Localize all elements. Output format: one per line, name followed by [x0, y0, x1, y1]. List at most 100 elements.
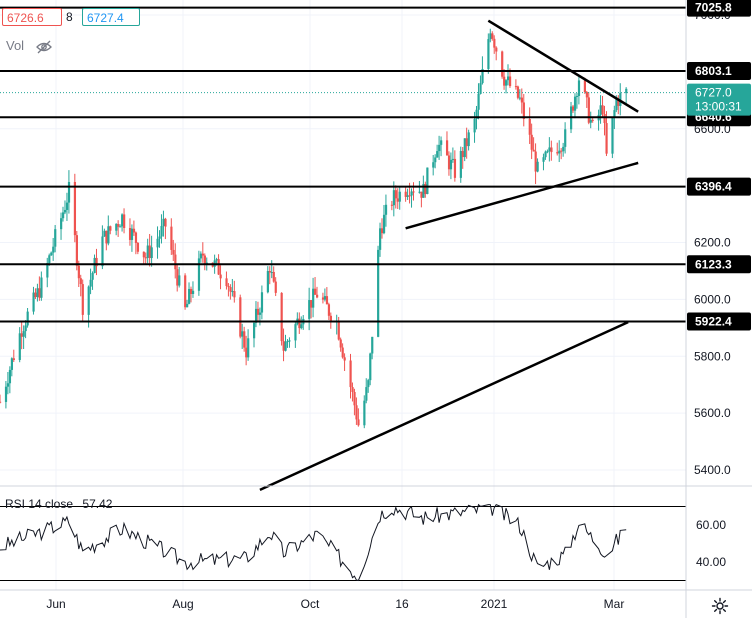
- candle-body: [253, 322, 256, 339]
- candle-body: [10, 358, 14, 370]
- eye-crossed-icon[interactable]: [35, 40, 52, 54]
- candle-body: [406, 195, 409, 197]
- candle: [308, 287, 311, 331]
- candle: [611, 117, 614, 159]
- candle: [150, 235, 153, 267]
- candle-body: [585, 92, 588, 98]
- bid-price-tag[interactable]: 6726.6: [2, 8, 62, 26]
- candle-body: [465, 138, 468, 147]
- candle-body: [481, 68, 484, 84]
- candle: [146, 238, 149, 264]
- candle-body: [343, 357, 346, 361]
- candle-body: [440, 140, 443, 145]
- candle-body: [6, 383, 10, 387]
- trendline[interactable]: [405, 161, 639, 230]
- candle: [46, 257, 49, 288]
- candle: [625, 87, 628, 105]
- level-price-tag[interactable]: [687, 312, 751, 331]
- candle-body: [508, 76, 512, 87]
- candle: [22, 325, 25, 349]
- candle-body: [542, 157, 545, 162]
- candle-body: [550, 147, 553, 153]
- candle: [382, 205, 386, 235]
- candle: [128, 218, 132, 246]
- candle: [534, 143, 537, 185]
- price-tick-label: 5400.0: [694, 463, 731, 477]
- candle-body: [266, 271, 269, 293]
- candle-body: [491, 33, 494, 39]
- candle-body: [564, 129, 567, 147]
- trendlines-layer[interactable]: [259, 19, 639, 492]
- candle-body: [449, 159, 453, 170]
- level-price-tag[interactable]: [687, 61, 751, 80]
- spread-value: 8: [66, 10, 73, 24]
- candle-body: [382, 214, 386, 234]
- candle: [564, 122, 567, 154]
- candle-body: [38, 288, 41, 298]
- candle: [587, 92, 590, 125]
- candle: [461, 147, 464, 169]
- candle-body: [536, 161, 539, 172]
- candle-body: [337, 321, 340, 340]
- candle-body: [394, 190, 397, 199]
- candle: [156, 226, 159, 259]
- candle: [219, 265, 222, 290]
- candle-body: [390, 204, 394, 206]
- candle-body: [520, 97, 523, 103]
- candle: [63, 200, 67, 215]
- candle-body: [329, 315, 332, 323]
- candle-body: [380, 228, 384, 234]
- volume-legend[interactable]: Vol: [6, 38, 52, 54]
- candle: [351, 382, 354, 402]
- candle-body: [280, 292, 283, 342]
- candle-body: [121, 214, 124, 227]
- candle: [426, 167, 429, 195]
- gear-icon[interactable]: [711, 597, 729, 615]
- level-price-label: 7025.8: [695, 1, 732, 15]
- candle: [79, 274, 82, 297]
- candle-body: [501, 51, 504, 77]
- candle: [495, 46, 498, 61]
- candle-body: [575, 95, 579, 97]
- candle: [225, 271, 228, 290]
- candle: [390, 200, 394, 211]
- price-tick-label: 6200.0: [694, 236, 731, 250]
- candle-body: [398, 191, 401, 202]
- candle-body: [556, 152, 559, 154]
- candle: [394, 185, 397, 209]
- candle-body: [268, 271, 271, 273]
- candle-body: [270, 271, 273, 273]
- candle-body: [144, 257, 147, 259]
- candle: [501, 50, 504, 79]
- current-price-tag[interactable]: [687, 83, 751, 116]
- level-price-label: 6396.4: [695, 180, 732, 194]
- candle-body: [424, 183, 427, 194]
- candle-body: [479, 83, 482, 94]
- candle-body: [436, 151, 439, 158]
- candle: [445, 131, 449, 156]
- trendline[interactable]: [259, 320, 629, 492]
- candle-body: [52, 246, 55, 253]
- candle: [266, 266, 269, 294]
- level-price-tag[interactable]: [687, 0, 751, 17]
- rsi-pane: [0, 485, 752, 582]
- candle-body: [8, 369, 12, 384]
- candle-body: [528, 119, 531, 135]
- price-tick-label: 6000.0: [694, 292, 731, 306]
- candle: [335, 314, 338, 335]
- level-price-tag[interactable]: [687, 177, 751, 196]
- level-price-tag[interactable]: [687, 255, 751, 274]
- candle-body: [355, 405, 358, 420]
- levels-layer[interactable]: [0, 6, 686, 323]
- price-tick-label: 5800.0: [694, 349, 731, 363]
- trendline[interactable]: [487, 19, 639, 113]
- candle: [24, 320, 27, 339]
- price-tick-label: 5600.0: [694, 406, 731, 420]
- candle: [142, 251, 145, 265]
- rsi-legend[interactable]: RSI 14 close 57.42: [5, 497, 112, 511]
- candle: [449, 152, 453, 180]
- candle-body: [162, 218, 165, 226]
- candle-body: [107, 226, 110, 244]
- ask-price-tag[interactable]: 6727.4: [82, 8, 140, 26]
